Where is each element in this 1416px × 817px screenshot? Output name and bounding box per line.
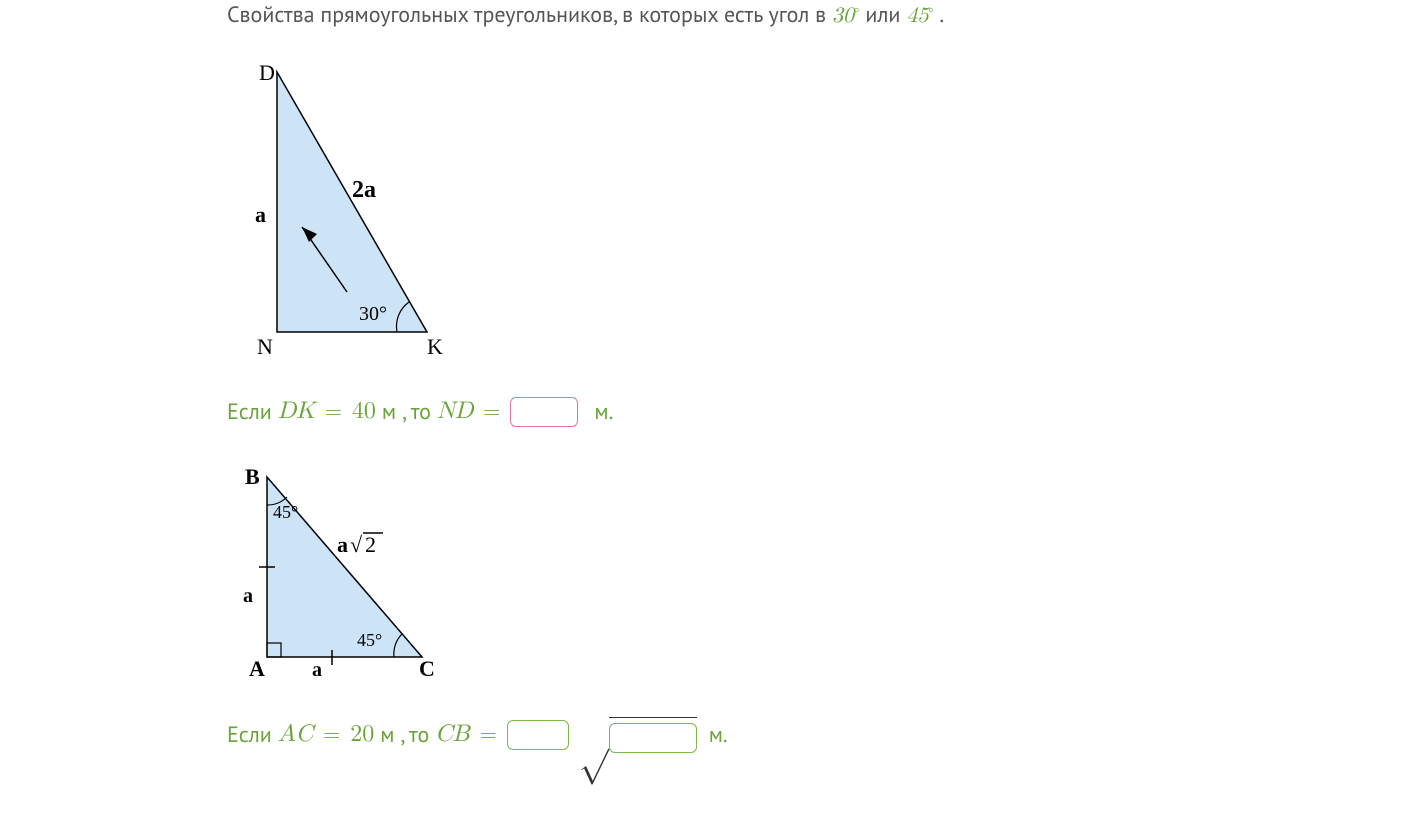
q1-answer-input[interactable] xyxy=(510,397,578,427)
q1-unit1: м xyxy=(382,398,396,426)
q2-cb: CB xyxy=(435,720,469,749)
vertex-a: A xyxy=(249,656,265,681)
angle-30-label: 30° xyxy=(359,303,387,325)
q1-then: , то xyxy=(402,398,431,426)
side-a: a xyxy=(255,202,266,227)
vertex-c: C xyxy=(419,656,435,681)
vertex-n: N xyxy=(257,334,273,359)
side-ab: a xyxy=(243,585,253,607)
q2-unit2: м. xyxy=(709,721,728,749)
q2-ac: AC xyxy=(278,720,313,749)
sqrt-icon: √ xyxy=(579,721,609,757)
eq-sign: = xyxy=(479,399,504,425)
side-2a: 2a xyxy=(352,177,376,203)
q2-if: Если xyxy=(227,721,272,749)
question-1: Если DK = 40 м, то ND = м. xyxy=(227,397,1227,427)
eq-sign: = xyxy=(476,722,501,748)
q1-if: Если xyxy=(227,398,272,426)
sqrt-wrapper: √ xyxy=(579,717,697,753)
q1-val: 40 xyxy=(352,397,376,426)
figure-triangle-dnk: D N K a 2a 30° xyxy=(237,62,1227,367)
q2-then: , то xyxy=(400,721,429,749)
eq-sign: = xyxy=(319,722,344,748)
q2-radicand-input[interactable] xyxy=(609,723,697,753)
hyp-sqrt: √ xyxy=(350,532,363,557)
angle-45: 45∘ xyxy=(906,5,933,27)
intro-mid: или xyxy=(865,1,906,29)
side-ac: a xyxy=(312,659,322,681)
intro-text: Свойства прямоугольных треугольников, в … xyxy=(227,0,1227,32)
q1-unit2: м. xyxy=(594,398,613,426)
q2-val: 20 xyxy=(350,720,374,749)
q1-nd: ND xyxy=(437,397,473,426)
q2-unit1: м xyxy=(380,721,394,749)
hyp-a: a xyxy=(337,532,348,557)
vertex-k: K xyxy=(427,334,443,359)
triangle-dnk-svg: D N K a 2a 30° xyxy=(237,62,457,362)
angle-45-b: 45° xyxy=(273,502,298,522)
angle-45-c: 45° xyxy=(357,630,382,650)
sqrt-bar xyxy=(609,717,697,753)
q2-coef-input[interactable] xyxy=(507,720,569,750)
angle-30: 30∘ xyxy=(832,5,859,27)
q1-dk: DK xyxy=(278,397,315,426)
degree-symbol: ∘ xyxy=(854,3,859,17)
degree-symbol: ∘ xyxy=(928,3,933,17)
question-2: Если AC = 20 м, то CB = √ м. xyxy=(227,717,1227,753)
hyp-2: 2 xyxy=(365,532,376,557)
figure-triangle-abc: B A C 45° 45° a a a √ 2 xyxy=(237,462,1227,687)
intro-prefix: Свойства прямоугольных треугольников, в … xyxy=(227,1,832,29)
triangle-abc-svg: B A C 45° 45° a a a √ 2 xyxy=(237,462,447,682)
eq-sign: = xyxy=(321,399,346,425)
vertex-d: D xyxy=(259,62,275,85)
intro-suffix: . xyxy=(939,1,944,29)
vertex-b: B xyxy=(245,464,260,489)
